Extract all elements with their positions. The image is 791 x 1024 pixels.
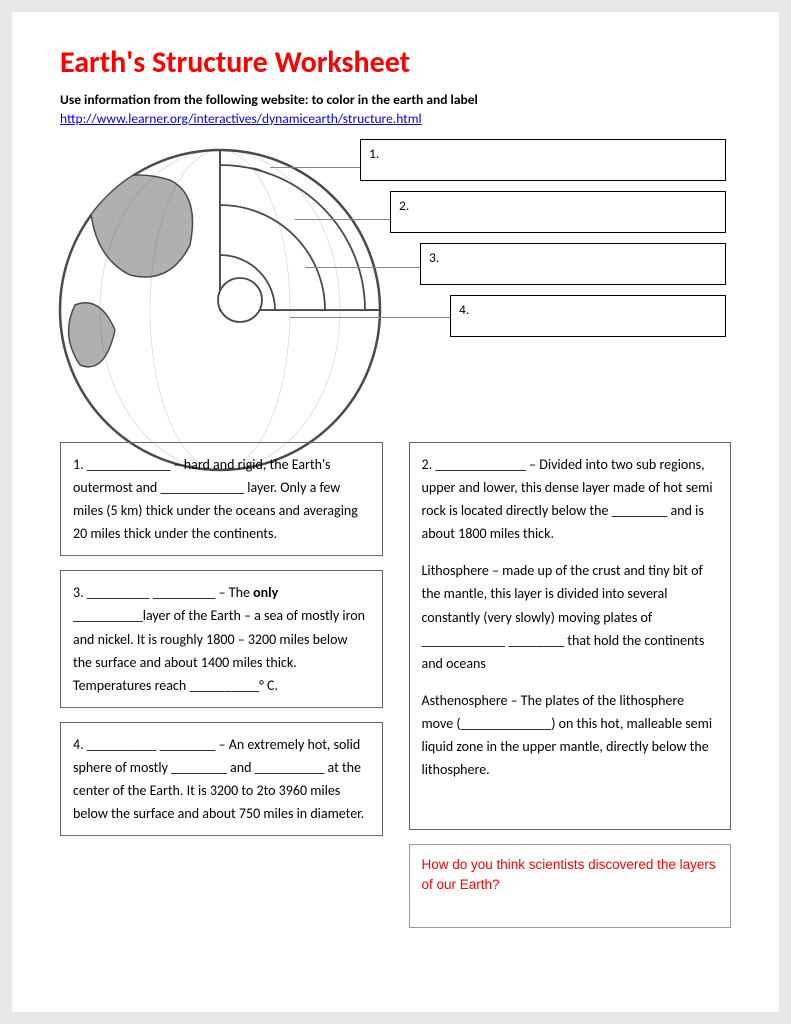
left-column: 1. ____________ – hard and rigid, the Ea… — [60, 442, 383, 928]
leader-line-3 — [305, 267, 420, 268]
def3-bold: only — [253, 584, 278, 601]
definition-box-4: 4. __________ ________ – An extremely ho… — [60, 722, 383, 836]
page-title: Earth's Structure Worksheet — [60, 44, 731, 81]
definition-box-2: 2. _____________ – Divided into two sub … — [409, 442, 732, 830]
label-2-text: 2. — [399, 197, 409, 214]
label-3-text: 3. — [429, 249, 439, 266]
question-text: How do you think scientists discovered t… — [422, 857, 716, 892]
def2-para1: 2. _____________ – Divided into two sub … — [422, 453, 719, 545]
label-box-2[interactable]: 2. — [390, 191, 726, 233]
instruction-line: Use information from the following websi… — [60, 91, 478, 108]
earth-cutaway-diagram — [50, 135, 400, 485]
def4-text: 4. __________ ________ – An extremely ho… — [73, 736, 364, 822]
definition-box-3: 3. _________ _________ – The only ______… — [60, 570, 383, 707]
def1-text: 1. ____________ – hard and rigid, the Ea… — [73, 456, 358, 542]
leader-line-2 — [295, 219, 390, 220]
label-box-1[interactable]: 1. — [360, 139, 726, 181]
leader-line-1 — [270, 167, 360, 168]
label-4-text: 4. — [459, 301, 469, 318]
label-1-text: 1. — [369, 145, 379, 162]
label-box-4[interactable]: 4. — [450, 295, 726, 337]
def2-para3: Asthenosphere – The plates of the lithos… — [422, 689, 719, 781]
def3-post: __________layer of the Earth – a sea of … — [73, 607, 365, 693]
right-column: 2. _____________ – Divided into two sub … — [409, 442, 732, 928]
label-box-3[interactable]: 3. — [420, 243, 726, 285]
def2-para2: Lithosphere – made up of the crust and t… — [422, 559, 719, 674]
definition-box-1: 1. ____________ – hard and rigid, the Ea… — [60, 442, 383, 556]
instruction-text: Use information from the following websi… — [60, 91, 731, 129]
leader-line-4 — [290, 317, 450, 318]
content-columns: 1. ____________ – hard and rigid, the Ea… — [60, 442, 731, 928]
def3-pre: 3. _________ _________ – The — [73, 584, 253, 601]
question-box: How do you think scientists discovered t… — [409, 844, 732, 928]
resource-link[interactable]: http://www.learner.org/interactives/dyna… — [60, 110, 422, 127]
worksheet-page: Earth's Structure Worksheet Use informat… — [12, 12, 779, 1012]
